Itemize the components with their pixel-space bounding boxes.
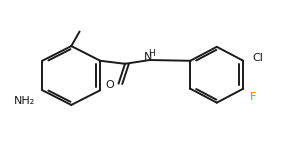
Text: H: H — [148, 50, 155, 58]
Text: F: F — [250, 92, 257, 102]
Text: N: N — [144, 52, 152, 62]
Text: NH₂: NH₂ — [14, 96, 36, 106]
Text: Cl: Cl — [252, 53, 263, 63]
Text: O: O — [106, 80, 114, 90]
